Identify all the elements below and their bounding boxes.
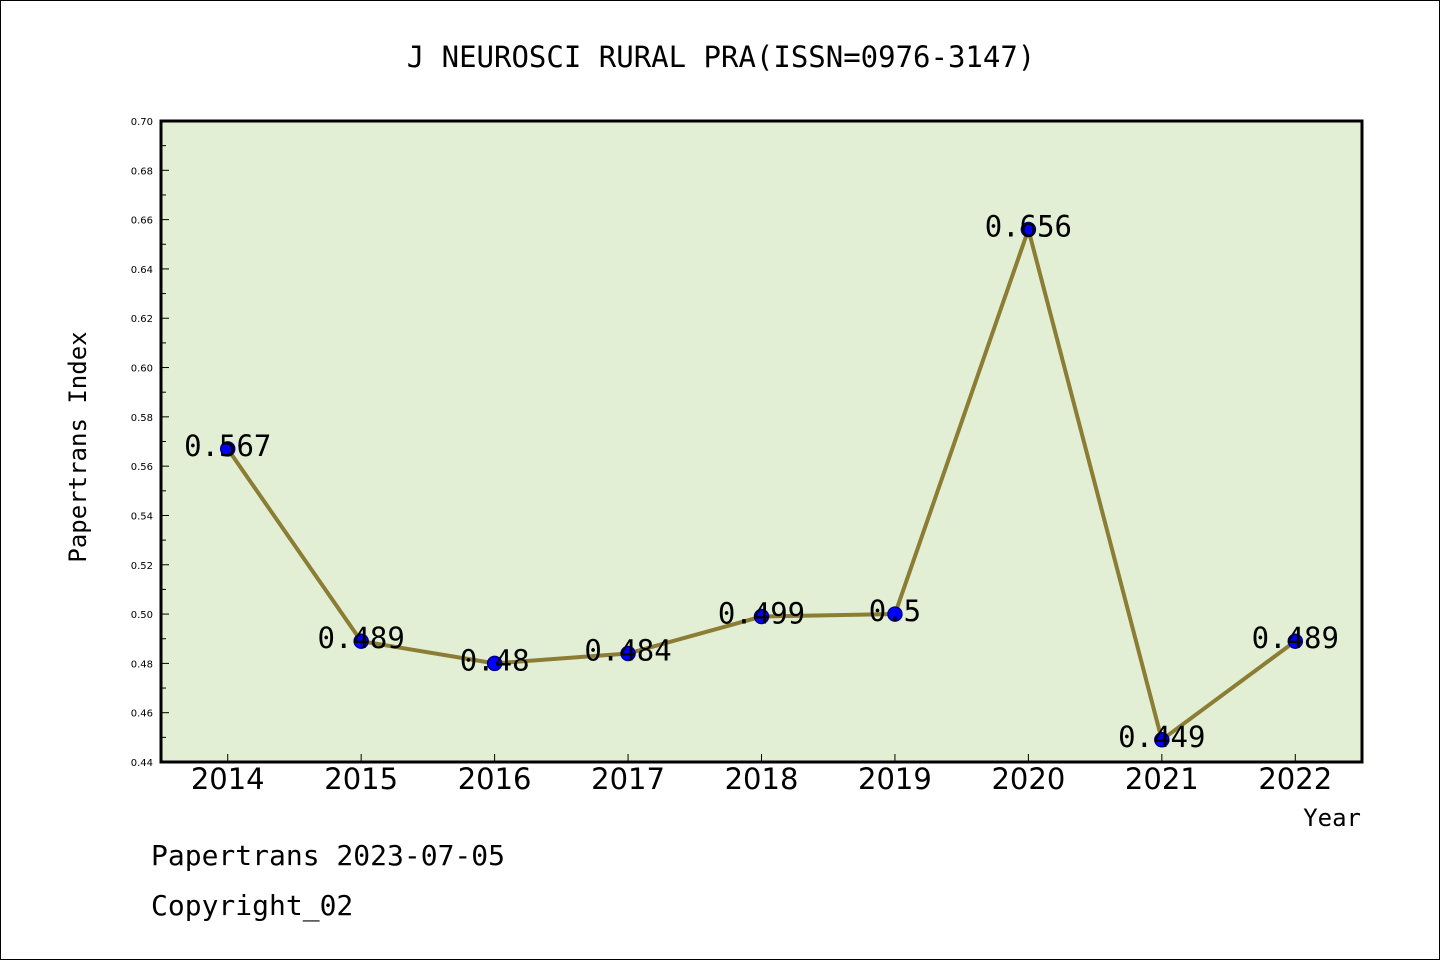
y-axis-label: Papertrans Index	[64, 331, 92, 562]
y-tick-label: 0.54	[131, 511, 153, 522]
y-tick-label: 0.56	[131, 462, 153, 473]
y-tick-label: 0.48	[131, 659, 153, 670]
y-tick-label: 0.50	[131, 610, 153, 621]
y-tick-label: 0.58	[131, 413, 153, 424]
data-point	[1154, 732, 1170, 748]
x-tick-label: 2016	[458, 762, 532, 796]
data-label: 0.484	[584, 634, 671, 668]
data-point	[1287, 633, 1304, 649]
data-markers	[219, 221, 1304, 748]
data-point	[887, 606, 903, 622]
data-label: 0.489	[1252, 621, 1339, 655]
x-axis-label: Year	[1303, 804, 1361, 832]
x-tick-label: 2017	[591, 762, 665, 796]
y-tick-label: 0.70	[131, 117, 153, 128]
y-tick-label: 0.62	[131, 314, 153, 325]
y-axis-ticks: 0.44 0.46 0.48 0.50 0.52 0.54 0.56 0.58 0.60 0.62…	[131, 117, 169, 769]
data-point	[486, 655, 503, 672]
data-point	[620, 645, 636, 662]
x-tick-label: 2018	[725, 762, 799, 796]
y-tick-label: 0.52	[131, 561, 153, 572]
data-point	[219, 441, 236, 457]
data-label: 0.5	[869, 594, 921, 628]
data-label: 0.499	[718, 597, 805, 631]
data-label: 0.449	[1118, 720, 1205, 754]
y-tick-label: 0.60	[131, 364, 153, 375]
x-tick-label: 2015	[324, 762, 398, 796]
plot-area	[159, 119, 1364, 764]
footer-copyright: Copyright_02	[151, 889, 353, 923]
footer-source: Papertrans 2023-07-05	[151, 839, 505, 872]
data-point	[1020, 221, 1037, 238]
data-label: 0.656	[985, 209, 1072, 243]
y-tick-label: 0.46	[131, 709, 153, 720]
y-tick-label: 0.68	[131, 166, 153, 177]
x-tick-label: 2021	[1125, 762, 1199, 796]
data-label: 0.48	[460, 643, 530, 677]
chart-title: J NEUROSCI RURAL PRA(ISSN=0976-3147)	[407, 40, 1036, 74]
x-tick-label: 2022	[1258, 762, 1332, 796]
y-tick-label: 0.66	[131, 216, 153, 227]
x-tick-label: 2020	[991, 762, 1065, 796]
y-tick-label: 0.64	[131, 265, 153, 276]
data-labels: 0.567 0.489 0.48 0.484 0.499 0.5 0.656 0.449 0.4…	[184, 209, 1339, 753]
y-tick-label: 0.44	[131, 758, 153, 769]
x-axis-ticks: 2014 2015 2016 2017 2018 2019 2020 2021 2022	[191, 754, 1332, 796]
data-label: 0.489	[318, 621, 405, 655]
x-tick-label: 2019	[858, 762, 932, 796]
data-point	[753, 608, 770, 625]
data-point	[353, 633, 369, 649]
x-tick-label: 2014	[191, 762, 265, 796]
data-label: 0.567	[184, 429, 271, 463]
